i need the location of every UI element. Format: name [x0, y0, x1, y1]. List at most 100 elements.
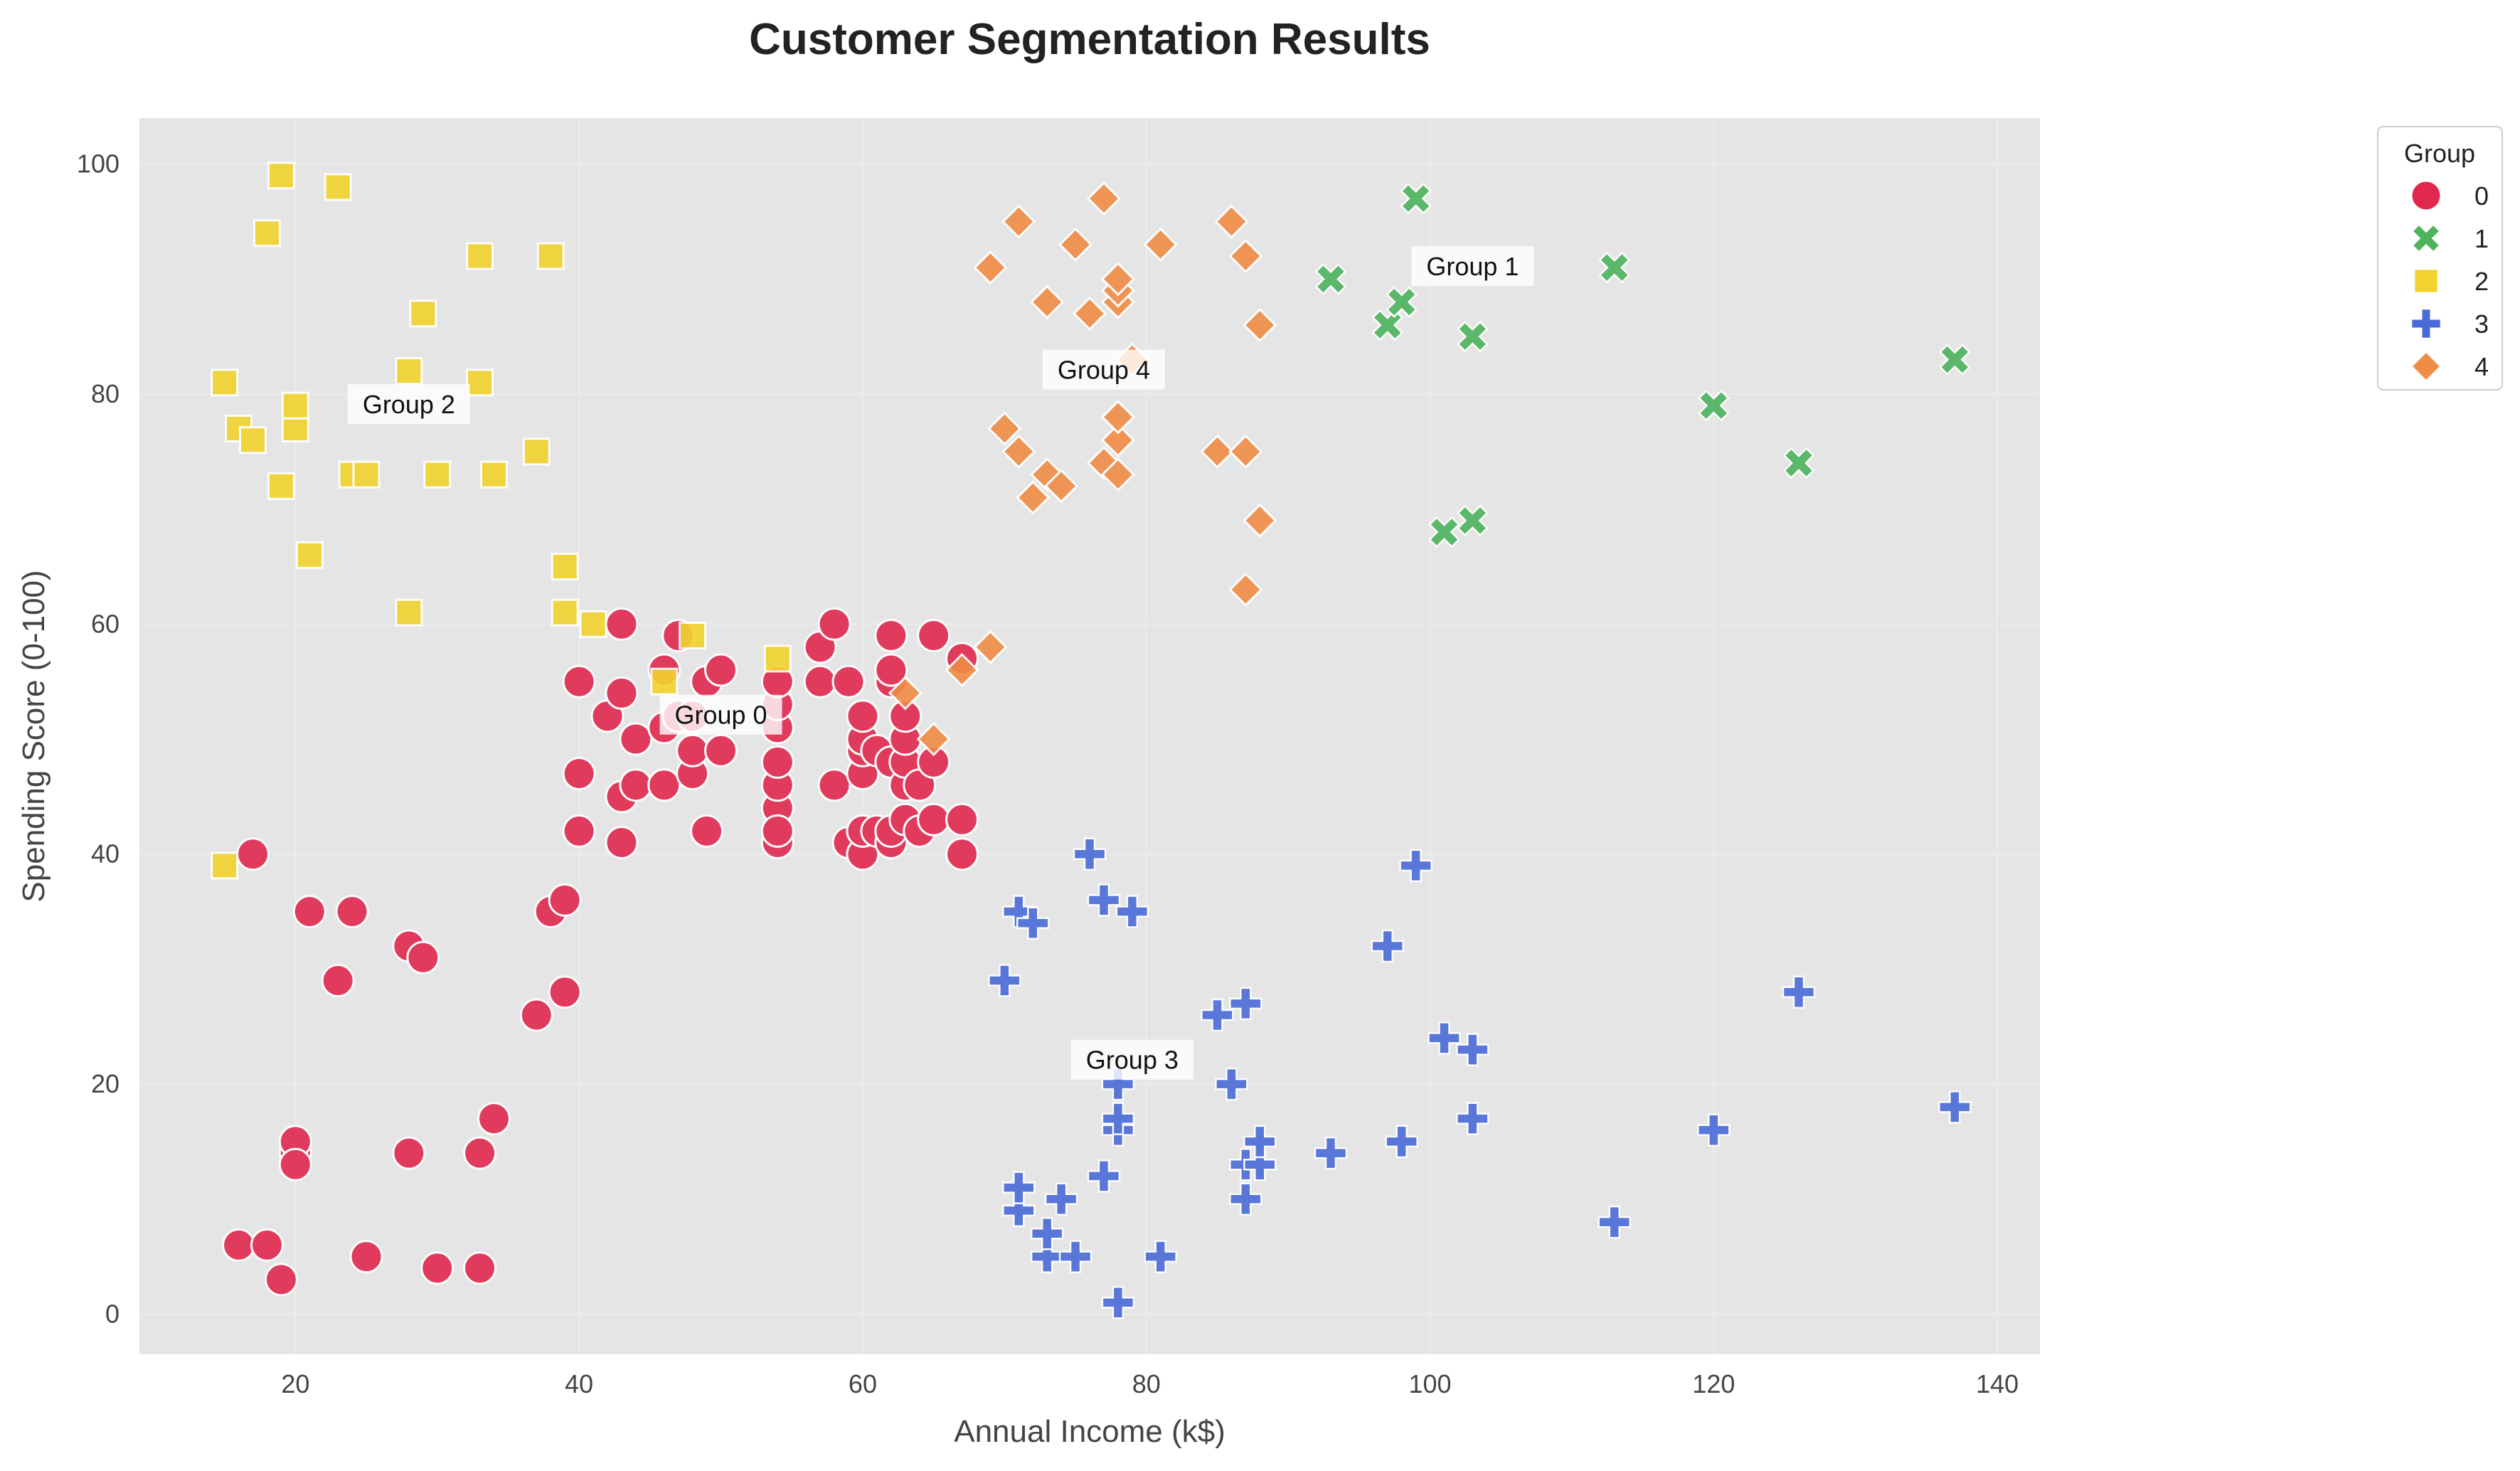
- point-group-1: [1428, 516, 1460, 548]
- point-group-0: [463, 1136, 497, 1170]
- annotation-box: [1411, 246, 1534, 287]
- point-group-3: [1058, 1240, 1092, 1273]
- series-group-0: [222, 607, 979, 1297]
- annotation-box: [1070, 1039, 1193, 1080]
- point-group-4: [1228, 572, 1263, 607]
- point-group-3: [1229, 1182, 1262, 1216]
- point-group-0: [945, 837, 979, 871]
- point-group-4: [1228, 238, 1263, 274]
- legend-label: 1: [2474, 224, 2489, 253]
- point-group-3: [1101, 1286, 1135, 1319]
- point-group-2: [324, 173, 352, 201]
- annotation: Group 1: [1411, 246, 1534, 287]
- point-group-4: [1100, 457, 1136, 492]
- point-group-0: [874, 619, 908, 653]
- point-group-3: [1385, 1125, 1418, 1159]
- x-axis-label: Annual Income (k$): [954, 1414, 1226, 1449]
- point-group-3: [1016, 906, 1050, 940]
- point-group-0: [548, 975, 582, 1009]
- point-group-0: [704, 653, 738, 687]
- point-group-4: [987, 411, 1022, 446]
- point-group-0: [817, 768, 851, 802]
- point-group-2: [252, 219, 281, 248]
- point-group-4: [1072, 296, 1107, 331]
- point-group-1: [1314, 263, 1347, 295]
- point-group-3: [1201, 998, 1234, 1032]
- point-group-3: [1782, 975, 1816, 1009]
- point-group-3: [1087, 883, 1121, 917]
- point-group-0: [647, 768, 681, 802]
- point-group-2: [480, 460, 509, 489]
- point-group-2: [466, 242, 494, 270]
- point-group-4: [1243, 503, 1277, 538]
- point-group-4: [973, 630, 1008, 664]
- data-points: [211, 161, 1972, 1319]
- point-group-4: [973, 250, 1008, 285]
- y-tick-label: 100: [77, 149, 119, 179]
- point-group-4: [1200, 434, 1235, 469]
- point-group-0: [676, 733, 710, 768]
- annotation-label: Group 4: [1058, 356, 1150, 385]
- point-group-2: [650, 667, 679, 696]
- point-group-0: [349, 1240, 383, 1274]
- point-group-4: [1100, 400, 1136, 435]
- y-tick-label: 20: [91, 1069, 119, 1098]
- legend-box: [2377, 126, 2503, 391]
- point-group-0: [292, 895, 326, 929]
- y-tick-label: 40: [91, 839, 119, 869]
- annotation-label: Group 0: [675, 701, 767, 730]
- point-group-4: [888, 676, 923, 711]
- point-group-3: [1101, 1102, 1135, 1135]
- point-group-3: [1399, 849, 1432, 883]
- point-group-2: [409, 299, 437, 328]
- point-group-2: [522, 437, 551, 466]
- point-group-4: [1100, 423, 1136, 457]
- point-group-1: [1457, 320, 1489, 353]
- point-group-1: [1400, 182, 1432, 215]
- point-group-2: [267, 472, 295, 500]
- legend-label: 3: [2474, 309, 2489, 339]
- legend-marker-4: [2410, 350, 2442, 383]
- point-group-3: [1371, 929, 1404, 963]
- point-group-3: [1456, 1033, 1489, 1066]
- point-group-4: [1243, 307, 1277, 343]
- point-group-3: [1428, 1021, 1461, 1055]
- point-group-3: [1229, 987, 1262, 1021]
- point-group-2: [551, 553, 579, 581]
- point-group-2: [281, 391, 309, 420]
- point-group-0: [945, 802, 979, 837]
- y-tick-label: 60: [91, 609, 119, 638]
- point-group-0: [831, 664, 866, 699]
- point-group-0: [846, 699, 880, 733]
- point-group-0: [264, 1263, 298, 1297]
- point-group-0: [562, 757, 596, 791]
- point-group-3: [1030, 1216, 1064, 1250]
- legend-marker-2: [2413, 267, 2440, 294]
- point-group-2: [211, 368, 239, 397]
- point-group-0: [222, 1228, 256, 1262]
- point-group-4: [1043, 469, 1079, 504]
- series-group-1: [1314, 182, 1971, 548]
- point-group-0: [278, 1147, 312, 1181]
- legend-marker-3: [2410, 307, 2442, 340]
- point-group-2: [267, 161, 295, 190]
- point-group-0: [420, 1251, 454, 1285]
- point-group-2: [352, 460, 381, 489]
- legend-marker-0: [2410, 179, 2442, 212]
- point-group-4: [1228, 434, 1263, 469]
- point-group-0: [619, 768, 653, 802]
- annotation-label: Group 2: [363, 390, 455, 419]
- point-group-0: [562, 664, 596, 699]
- point-group-0: [917, 802, 951, 837]
- legend-item-1: 1: [2410, 223, 2489, 254]
- point-group-1: [1371, 309, 1404, 341]
- x-tick-label: 100: [1409, 1369, 1452, 1398]
- series-group-3: [988, 837, 1972, 1319]
- point-group-2: [536, 242, 565, 270]
- annotation: Group 4: [1042, 349, 1165, 390]
- y-tick-label: 0: [105, 1299, 119, 1328]
- point-group-0: [463, 1251, 497, 1285]
- point-group-3: [1243, 1147, 1277, 1181]
- point-group-4: [1100, 262, 1136, 297]
